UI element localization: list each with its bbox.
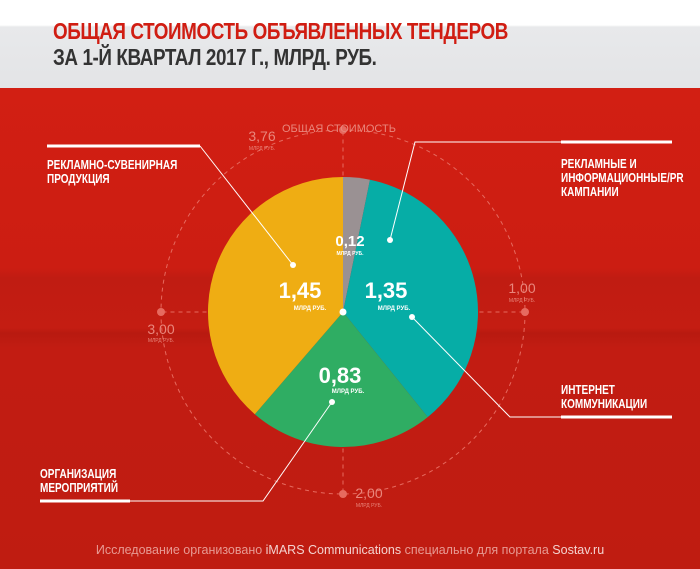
total-value: 3,76 [248, 128, 275, 144]
tick-2-unit: МЛРД РУБ. [356, 503, 382, 509]
dot-pr [387, 237, 393, 243]
dot-events [329, 399, 335, 405]
scale-marker-dot [521, 308, 529, 316]
tick-1: 1,00 [508, 280, 535, 296]
scale-marker-dot [339, 490, 347, 498]
footer-text-mid: специально для портала [401, 543, 553, 557]
legend-label-souvenir: РЕКЛАМНО-СУВЕНИРНАЯ ПРОДУКЦИЯ [47, 158, 178, 186]
value-label-pr: 0,12 [335, 233, 364, 250]
tick-3: 3,00 [147, 321, 174, 337]
leader-dots [290, 237, 415, 405]
value-label-events: 0,83 [319, 363, 362, 388]
leader-line-events [130, 401, 333, 502]
pie-slice-2 [254, 312, 428, 447]
scale-marker-dot [157, 308, 165, 316]
tick-2: 2,00 [355, 485, 382, 501]
legend-label-events: ОРГАНИЗАЦИЯ МЕРОПРИЯТИЙ [40, 467, 119, 495]
pie-slice-1 [343, 179, 478, 418]
footer-brand: iMARS Communications [265, 543, 402, 557]
unit-label-souvenir: МЛРД РУБ. [294, 306, 327, 312]
value-label-souvenir: 1,45 [279, 278, 322, 303]
leader-lines [130, 141, 561, 502]
legend-label-pr: РЕКЛАМНЫЕ И ИНФОРМАЦИОННЫЕ/PR КАМПАНИИ [561, 157, 684, 199]
tick-1-unit: МЛРД РУБ. [509, 298, 535, 304]
label-underlines [40, 140, 672, 503]
unit-label-events: МЛРД РУБ. [332, 389, 365, 395]
total-label: ОБЩАЯ СТОИМОСТЬ [282, 123, 396, 135]
pie-slice-0 [343, 177, 370, 312]
scale-marker-dot [339, 126, 347, 134]
unit-label-internet: МЛРД РУБ. [378, 306, 411, 312]
leader-line-souvenir [199, 145, 294, 266]
footer-site: Sostav.ru [552, 543, 605, 557]
footer-text: Исследование организовано [95, 543, 266, 557]
value-label-internet: 1,35 [365, 278, 408, 303]
leader-line-internet [411, 316, 561, 418]
scale-ring [157, 126, 529, 498]
dot-souvenir [290, 262, 296, 268]
header-band [0, 0, 700, 88]
pie-slice-3 [208, 177, 343, 415]
title-line-2: ЗА 1-Й КВАРТАЛ 2017 Г., МЛРД. РУБ. [53, 44, 377, 70]
footer-credit: Исследование организовано iMARS Communic… [0, 543, 700, 557]
tick-3-unit: МЛРД РУБ. [148, 338, 174, 344]
title-line-1: ОБЩАЯ СТОИМОСТЬ ОБЪЯВЛЕННЫХ ТЕНДЕРОВ [53, 18, 508, 44]
dot-center [339, 308, 347, 316]
total-unit: МЛРД РУБ. [249, 146, 275, 152]
legend-label-internet: ИНТЕРНЕТ КОММУНИКАЦИИ [561, 383, 648, 411]
dot-internet [409, 314, 415, 320]
leader-line-pr [389, 141, 561, 241]
unit-label-pr: МЛРД РУБ. [336, 251, 364, 257]
